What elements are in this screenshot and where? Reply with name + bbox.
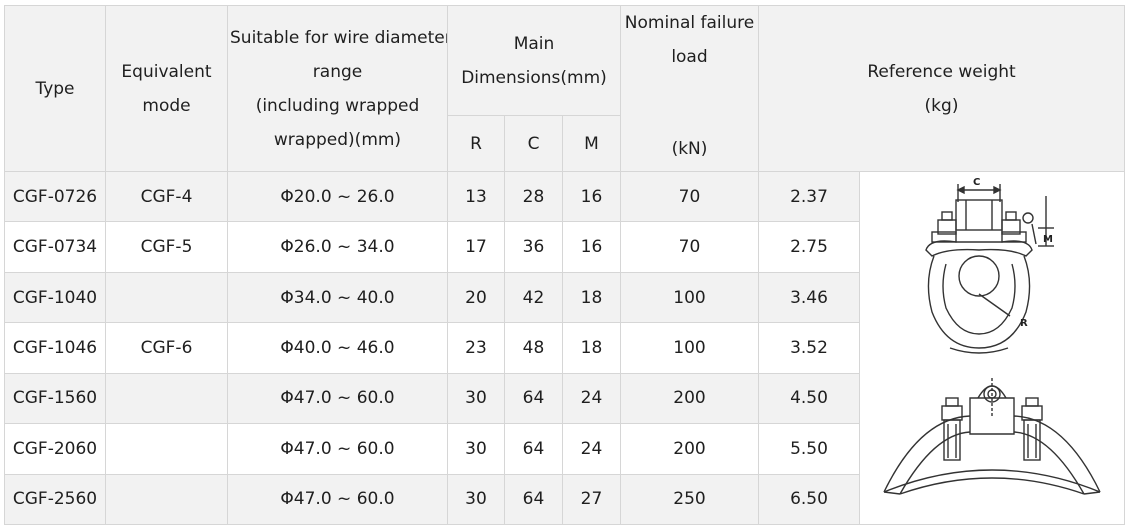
cell-weight: 2.75	[758, 221, 860, 273]
table-row: CGF-2060 Φ47.0 ~ 60.0 30 64 24 200 5.50	[4, 423, 1125, 475]
header-dim-r-label: R	[470, 133, 482, 154]
header-equivalent-line2: mode	[142, 95, 191, 116]
cell-load: 70	[620, 221, 759, 273]
cell-type: CGF-1040	[4, 271, 106, 324]
cell-weight: 5.50	[758, 423, 860, 475]
cell-m: 18	[562, 322, 621, 374]
cell-range: Φ20.0 ~ 26.0	[227, 170, 448, 223]
header-load-line1: Nominal failure	[624, 13, 755, 33]
cell-mode	[105, 372, 228, 425]
header-load-line2: load	[671, 47, 708, 67]
header-dim-m: M	[562, 115, 621, 172]
header-reference-weight: Reference weight (kg)	[757, 5, 1126, 172]
cell-mode: CGF-5	[105, 221, 228, 273]
cell-c: 48	[504, 322, 563, 374]
cell-r: 13	[447, 170, 505, 223]
header-suitable-line4: wrapped)(mm)	[273, 129, 402, 150]
cell-r: 30	[447, 423, 505, 475]
suspension-clamp-front-drawing-icon	[925, 184, 1054, 354]
header-type: Type	[4, 5, 106, 172]
cell-mode	[105, 271, 228, 324]
cell-load: 200	[620, 372, 759, 425]
cell-c: 36	[504, 221, 563, 273]
cell-range: Φ40.0 ~ 46.0	[227, 322, 448, 374]
table-row: CGF-1046 CGF-6 Φ40.0 ~ 46.0 23 48 18 100…	[4, 322, 1125, 374]
cell-r: 30	[447, 473, 505, 526]
cell-m: 18	[562, 271, 621, 324]
cell-range: Φ47.0 ~ 60.0	[227, 473, 448, 526]
spec-table: Type Equivalent mode Suitable for wire d…	[4, 5, 1126, 526]
drawing-label-m: M	[1043, 234, 1053, 245]
header-suitable-line2: range	[312, 61, 363, 82]
cell-c: 64	[504, 372, 563, 425]
cell-m: 16	[562, 170, 621, 223]
cell-type: CGF-1560	[4, 372, 106, 425]
header-dim-c-label: C	[527, 133, 540, 154]
header-weight-line1: Reference weight	[867, 61, 1016, 82]
drawing-label-r: R	[1020, 318, 1028, 329]
cell-load: 100	[620, 271, 759, 324]
cell-mode	[105, 423, 228, 475]
cell-mode: CGF-6	[105, 322, 228, 374]
cell-load: 250	[620, 473, 759, 526]
cell-c: 64	[504, 473, 563, 526]
cell-c: 64	[504, 423, 563, 475]
clamp-drawings: C M R	[883, 177, 1101, 495]
cell-weight: 6.50	[758, 473, 860, 526]
cell-c: 28	[504, 170, 563, 223]
cell-mode: CGF-4	[105, 170, 228, 223]
cell-load: 100	[620, 322, 759, 374]
header-dim-c: C	[504, 115, 563, 172]
header-suitable-line3: (including wrapped	[255, 95, 420, 116]
cell-m: 24	[562, 372, 621, 425]
cell-m: 27	[562, 473, 621, 526]
header-nominal-load: Nominal failure load (kN)	[620, 5, 759, 172]
header-type-label: Type	[35, 78, 75, 99]
cell-r: 20	[447, 271, 505, 324]
cell-load: 200	[620, 423, 759, 475]
header-weight-line2: (kg)	[924, 95, 959, 116]
cell-c: 42	[504, 271, 563, 324]
header-load-unit: (kN)	[671, 139, 708, 159]
table-row: CGF-0726 CGF-4 Φ20.0 ~ 26.0 13 28 16 70 …	[4, 170, 1126, 525]
header-dim-r: R	[447, 115, 505, 172]
cell-r: 23	[447, 322, 505, 374]
table-row: CGF-1040 Φ34.0 ~ 40.0 20 42 18 100 3.46	[4, 271, 1125, 324]
header-suitable-range: Suitable for wire diameter range (includ…	[227, 5, 448, 172]
table-row: CGF-0734 CGF-5 Φ26.0 ~ 34.0 17 36 16 70 …	[4, 221, 1125, 273]
cell-range: Φ47.0 ~ 60.0	[227, 372, 448, 425]
header-equivalent-mode: Equivalent mode	[105, 5, 228, 172]
cell-weight: 2.37	[758, 170, 860, 223]
cell-m: 24	[562, 423, 621, 475]
header-equivalent-line1: Equivalent	[121, 61, 212, 82]
cell-mode	[105, 473, 228, 526]
cell-m: 16	[562, 221, 621, 273]
header-main-dimensions: Main Dimensions(mm)	[447, 5, 621, 116]
cell-weight: 4.50	[758, 372, 860, 425]
cell-range: Φ34.0 ~ 40.0	[227, 271, 448, 324]
cell-weight: 3.46	[758, 271, 860, 324]
cell-weight: 3.52	[758, 322, 860, 374]
header-suitable-line1: Suitable for wire diameter	[230, 27, 448, 48]
header-main-line2: Dimensions(mm)	[461, 67, 607, 88]
cell-r: 17	[447, 221, 505, 273]
cell-type: CGF-0734	[4, 221, 106, 273]
cell-type: CGF-2560	[4, 473, 106, 526]
header-main-line1: Main	[513, 33, 555, 54]
cell-range: Φ26.0 ~ 34.0	[227, 221, 448, 273]
cell-type: CGF-1046	[4, 322, 106, 374]
cell-r: 30	[447, 372, 505, 425]
cell-range: Φ47.0 ~ 60.0	[227, 423, 448, 475]
drawing-label-c: C	[973, 177, 980, 188]
cell-type: CGF-0726	[4, 170, 106, 223]
header-dim-m-label: M	[584, 133, 599, 154]
table-row: CGF-2560 Φ47.0 ~ 60.0 30 64 27 250 6.50	[4, 473, 1125, 526]
cell-load: 70	[620, 170, 759, 223]
suspension-clamp-side-drawing-icon	[883, 378, 1101, 495]
drawing-cell: C M R	[858, 171, 1126, 525]
cell-type: CGF-2060	[4, 423, 106, 475]
